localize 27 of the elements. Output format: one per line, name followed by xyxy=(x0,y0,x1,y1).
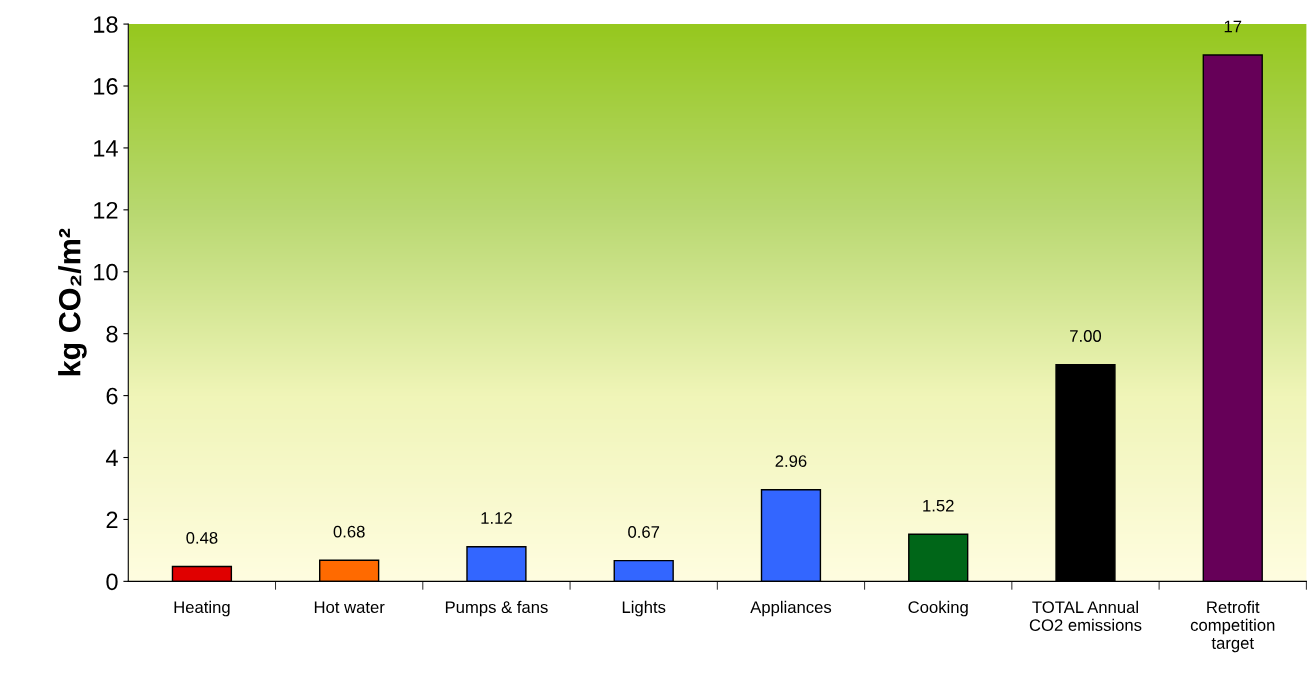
y-tick-label: 6 xyxy=(106,387,118,405)
x-tick-label: Heating xyxy=(174,600,230,617)
y-tick-label: 18 xyxy=(94,16,118,33)
y-tick-label: 14 xyxy=(94,140,118,157)
y-tick-label: 10 xyxy=(94,263,118,281)
x-tick-label: Pumps & fans xyxy=(445,600,548,617)
x-tick-label: Retrofit competition target xyxy=(1190,600,1275,653)
data-label: 1.52 xyxy=(923,499,954,512)
y-tick-label: 4 xyxy=(105,449,118,467)
y-tick-label: 8 xyxy=(106,325,118,343)
data-label: 0.68 xyxy=(333,525,365,538)
data-label: 0.67 xyxy=(628,526,660,538)
data-label: 7.00 xyxy=(1070,330,1102,342)
y-tick-label: 12 xyxy=(94,201,118,219)
x-tick-label: Cooking xyxy=(908,600,968,617)
x-tick-label: Appliances xyxy=(750,600,832,617)
x-tick-label: TOTAL Annual CO2 emissions xyxy=(1029,600,1142,631)
data-label: 1.12 xyxy=(481,512,512,524)
data-label: 17 xyxy=(1224,20,1242,33)
y-tick-label: 2 xyxy=(106,511,118,528)
x-tick-label: Lights xyxy=(622,600,666,617)
y-axis-title: kg CO₂/m² xyxy=(58,228,87,376)
data-label: 2.96 xyxy=(775,455,807,467)
x-tick-label: Hot water xyxy=(314,601,385,614)
y-tick-label: 16 xyxy=(94,78,118,95)
y-tick-label: 0 xyxy=(106,573,118,591)
data-label: 0.48 xyxy=(186,531,218,544)
